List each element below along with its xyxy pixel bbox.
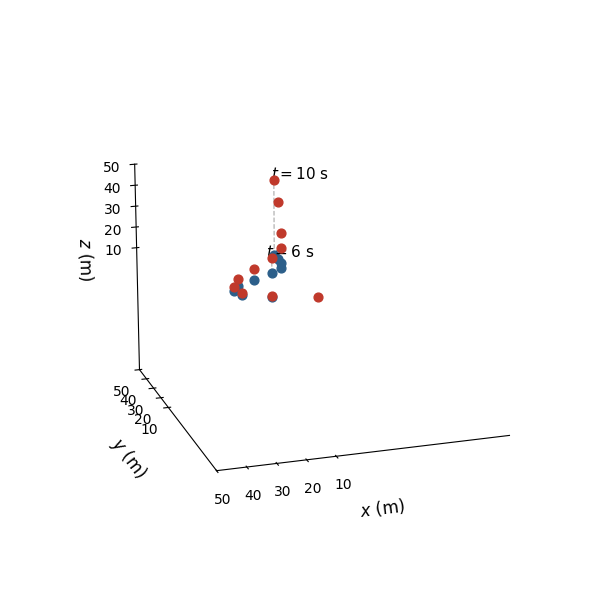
X-axis label: $x$ (m): $x$ (m) xyxy=(359,495,406,521)
Y-axis label: $y$ (m): $y$ (m) xyxy=(106,433,151,483)
